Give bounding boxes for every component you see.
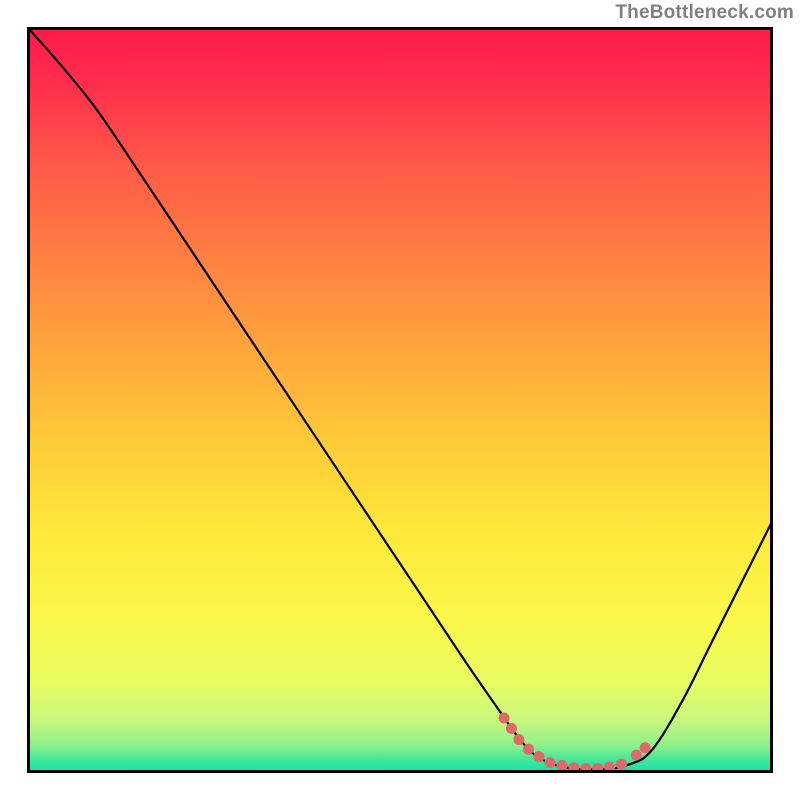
optimum-marker <box>533 751 544 762</box>
optimum-marker <box>616 759 627 770</box>
optimum-marker <box>640 742 651 753</box>
optimum-marker <box>506 723 517 734</box>
watermark-text: TheBottleneck.com <box>615 2 794 24</box>
bottleneck-chart <box>0 0 800 800</box>
optimum-marker <box>545 757 556 768</box>
chart-background <box>29 29 772 772</box>
optimum-marker <box>499 713 510 724</box>
optimum-marker <box>631 750 642 761</box>
optimum-marker <box>556 760 567 771</box>
optimum-marker <box>523 744 534 755</box>
optimum-marker <box>513 734 524 745</box>
